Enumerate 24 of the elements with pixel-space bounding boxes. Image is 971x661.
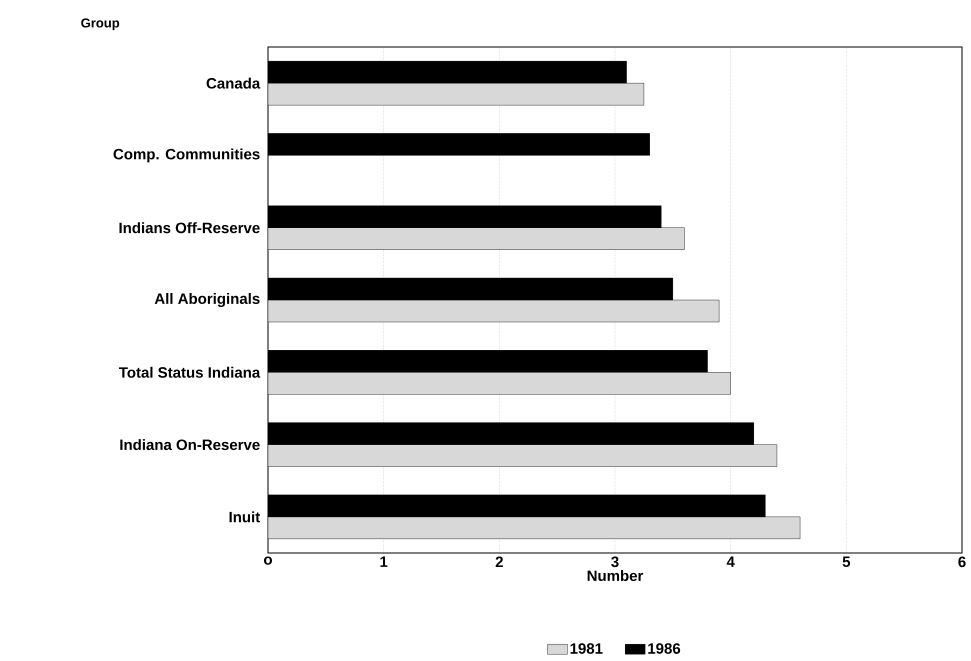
x-tick-label: o (264, 556, 272, 565)
y-tick-label: Inuit (230, 511, 260, 522)
y-tick-label: Comp. Communities (114, 148, 260, 162)
x-axis-title: Number (588, 570, 644, 582)
x-tick-label: 5 (842, 556, 850, 567)
y-tick-label: Canada (206, 78, 260, 89)
x-tick-label: 4 (726, 556, 735, 567)
x-tick-label: 1 (380, 556, 388, 567)
y-tick-label: All Aboriginals (154, 292, 260, 308)
bar (268, 228, 685, 250)
y-axis-title: Group (81, 18, 120, 30)
x-tick-label: 6 (958, 556, 966, 568)
y-tick-label: Indians Off-Reserve (119, 222, 260, 234)
legend-label: 1981 (570, 643, 603, 654)
x-tick-label: 2 (496, 556, 503, 568)
bar (268, 444, 778, 467)
bar (268, 516, 800, 540)
bar (268, 372, 731, 394)
legend-label: 1986 (648, 643, 680, 654)
y-tick-label: Indiana On-Reserve (120, 439, 260, 450)
bar (268, 82, 644, 106)
x-tick-label: 3 (611, 556, 619, 568)
y-tick-label: Total Status Indiana (118, 366, 260, 378)
bar (268, 300, 720, 322)
